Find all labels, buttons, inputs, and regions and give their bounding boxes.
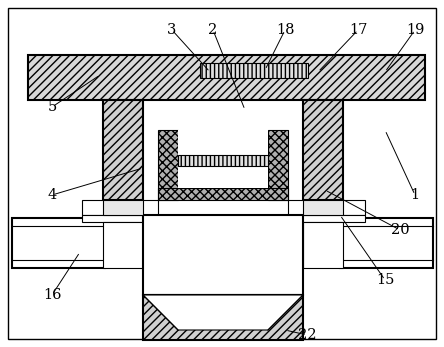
Text: 18: 18: [276, 23, 294, 37]
Text: 16: 16: [43, 288, 61, 302]
Text: 2: 2: [208, 23, 218, 37]
Bar: [82, 200, 158, 215]
Text: 1: 1: [410, 188, 420, 202]
Text: 19: 19: [406, 23, 424, 37]
Bar: [12, 218, 105, 268]
Bar: [28, 55, 425, 100]
Text: 3: 3: [167, 23, 177, 37]
Bar: [143, 295, 303, 340]
Polygon shape: [143, 295, 303, 330]
Bar: [303, 100, 343, 200]
Text: 15: 15: [376, 273, 394, 287]
Text: 22: 22: [298, 328, 316, 342]
Bar: [268, 130, 288, 200]
Text: 5: 5: [48, 100, 57, 114]
Bar: [340, 218, 433, 268]
Bar: [103, 100, 143, 200]
Bar: [143, 215, 303, 295]
Bar: [288, 215, 365, 222]
Bar: [303, 200, 343, 215]
Text: 20: 20: [391, 223, 409, 237]
Bar: [178, 155, 268, 166]
Bar: [288, 200, 365, 215]
Bar: [103, 200, 143, 215]
Bar: [158, 130, 178, 200]
Bar: [103, 222, 143, 268]
Bar: [200, 63, 308, 78]
Bar: [82, 215, 158, 222]
Text: 4: 4: [48, 188, 57, 202]
Text: 17: 17: [349, 23, 367, 37]
Bar: [158, 188, 288, 200]
Bar: [303, 222, 343, 268]
Bar: [178, 130, 268, 188]
